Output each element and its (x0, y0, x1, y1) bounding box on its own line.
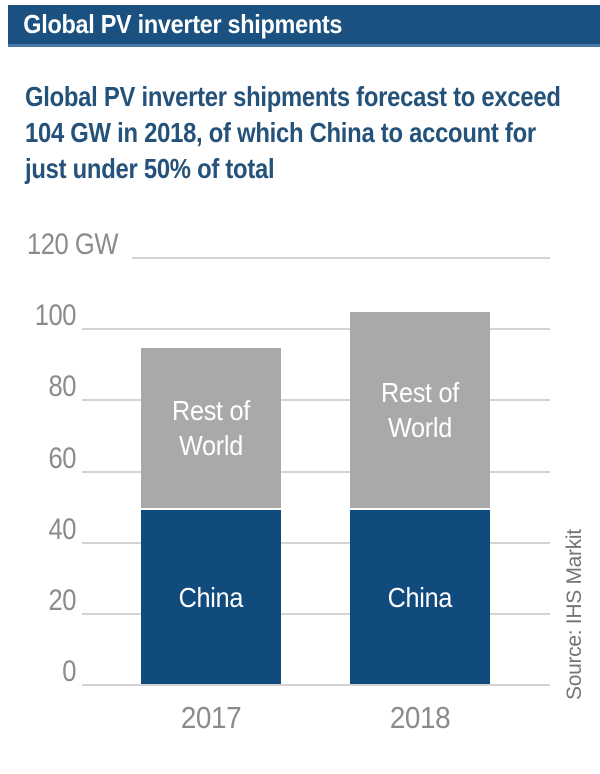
y-tick-label: 80 (48, 370, 76, 403)
subtitle-line: Global PV inverter shipments forecast to… (25, 81, 561, 112)
y-tick-label: 40 (48, 513, 76, 546)
x-tick-label-2018: 2018 (389, 700, 451, 735)
y-gridline (82, 542, 550, 544)
y-tick-label: 100 (34, 299, 77, 332)
header-bar: Global PV inverter shipments (8, 5, 600, 47)
china-label: China (178, 581, 244, 613)
y-gridline (82, 399, 550, 401)
x-tick-label-2017: 2017 (180, 700, 242, 735)
bar-segment-rest-of-world: Rest of World (141, 348, 281, 508)
china-label: China (387, 581, 453, 613)
y-tick-label: 120 GW (27, 228, 118, 261)
y-gridline (82, 471, 550, 473)
y-tick-label: 0 (62, 655, 76, 688)
source-attribution: Source: IHS Markit (563, 529, 586, 700)
y-gridline (82, 684, 550, 686)
rest-of-world-label: Rest of World (172, 395, 250, 461)
subtitle-line: 104 GW in 2018, of which China to accoun… (25, 117, 536, 148)
bar-segment-china: China (350, 510, 490, 684)
bar-segment-rest-of-world: Rest of World (350, 312, 490, 508)
subtitle-line: just under 50% of total (25, 153, 275, 184)
bar-segment-china: China (141, 510, 281, 684)
chart-title: Global PV inverter shipments (23, 9, 343, 39)
chart-subtitle: Global PV inverter shipments forecast to… (25, 79, 561, 187)
y-gridline (82, 613, 550, 615)
y-tick-label: 60 (48, 442, 76, 475)
rest-of-world-label: Rest of World (381, 377, 459, 443)
y-gridline (132, 257, 550, 259)
y-tick-label: 20 (48, 584, 76, 617)
y-gridline (82, 328, 550, 330)
